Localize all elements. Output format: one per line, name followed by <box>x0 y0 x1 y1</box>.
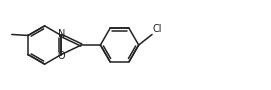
Text: Cl: Cl <box>153 24 162 34</box>
Text: O: O <box>58 51 66 61</box>
Text: N: N <box>58 29 65 39</box>
